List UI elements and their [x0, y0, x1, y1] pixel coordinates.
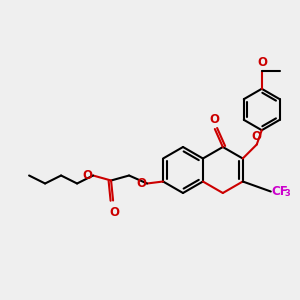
Text: O: O [210, 113, 220, 126]
Text: O: O [252, 130, 262, 142]
Text: O: O [82, 169, 92, 182]
Text: O: O [258, 56, 268, 69]
Text: 3: 3 [285, 189, 290, 198]
Text: CF: CF [272, 185, 289, 198]
Text: O: O [109, 206, 119, 218]
Text: O: O [136, 177, 146, 190]
